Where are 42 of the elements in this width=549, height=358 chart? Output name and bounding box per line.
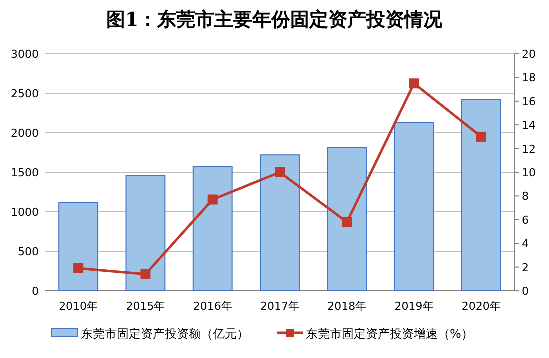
y2-tick-label: 4 [522,238,529,251]
x-tick-label: 2017年 [260,300,300,313]
x-tick-label: 2015年 [126,300,166,313]
y2-tick-label: 0 [522,285,529,298]
point [476,132,486,142]
y2-tick-label: 16 [522,95,536,108]
y-tick-label: 1000 [11,206,39,219]
point [275,168,285,178]
y2-tick-label: 18 [522,72,536,85]
point [342,217,352,228]
x-tick-label: 2018年 [328,300,367,313]
y2-tick-label: 2 [522,261,529,274]
chart-title: 图1：东莞市主要年份固定资产投资情况 [106,9,444,31]
x-tick-label: 2019年 [394,300,434,313]
y2-tick-label: 6 [522,214,529,227]
y-tick-label: 0 [32,285,39,298]
y2-tick-label: 20 [522,48,536,61]
x-tick-label: 2016年 [193,300,232,313]
point [208,194,218,205]
x-tick-label: 2010年 [59,300,98,313]
bar [327,148,368,292]
y-tick-label: 1500 [11,166,39,180]
x-tick-label: 2020年 [462,300,501,313]
bar [126,175,166,292]
y-tick-label: 3000 [11,48,39,61]
point [409,78,420,89]
bar [260,154,300,292]
y-tick-label: 2000 [11,127,39,140]
bar [58,202,99,292]
bar [192,166,233,292]
point [140,269,151,280]
y-tick-label: 2500 [11,88,39,100]
y-tick-label: 500 [18,246,39,258]
legend-label: 东莞市固定资产投资额（亿元） [81,327,249,341]
y2-tick-label: 14 [522,119,536,132]
bar [461,99,502,292]
y2-tick-label: 10 [522,166,536,180]
point [74,263,84,274]
y2-tick-label: 8 [522,190,529,204]
bar [394,122,434,292]
y2-tick-label: 12 [522,142,536,156]
legend-label: 东莞市固定资产投资增速（%） [306,327,474,341]
